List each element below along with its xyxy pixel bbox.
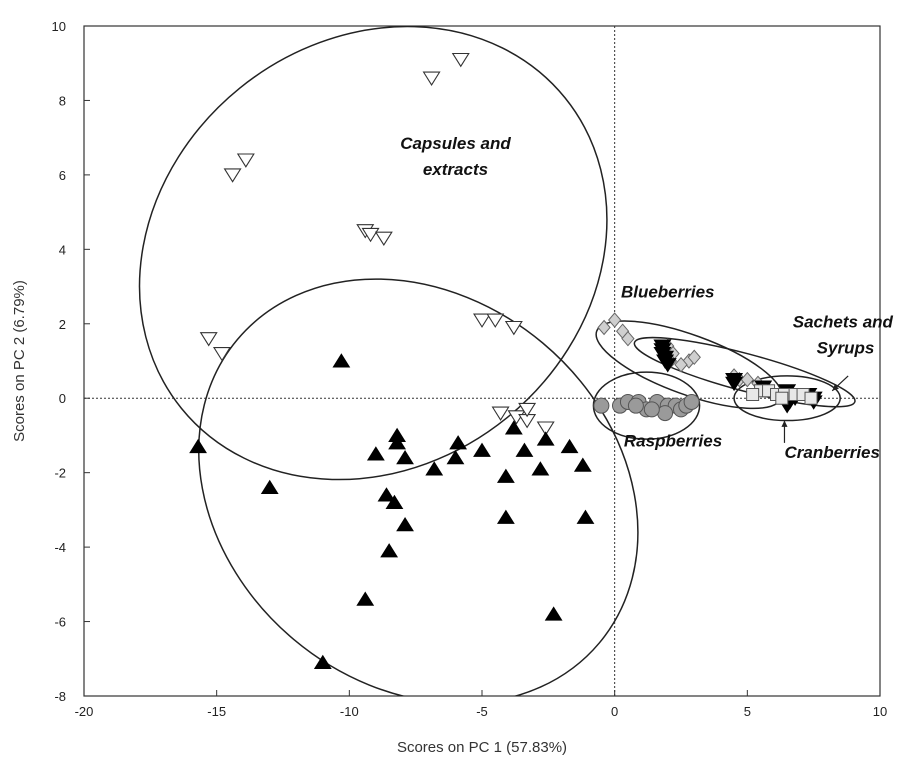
x-tick-label: -15: [207, 704, 226, 719]
point-capsules-and-extracts: [374, 231, 393, 247]
y-axis-label: Scores on PC 2 (6.79%): [11, 280, 28, 442]
point-raspberries: [657, 405, 674, 422]
point-grapes: [377, 487, 396, 502]
point-grapes: [385, 494, 404, 509]
data-points: [189, 52, 823, 669]
point-grapes: [531, 461, 550, 476]
annotation-arrow-head: [781, 420, 788, 427]
point-grapes: [356, 591, 375, 606]
y-tick-label: -6: [54, 615, 66, 630]
point-capsules-and-extracts: [361, 227, 380, 243]
x-tick-label: 5: [744, 704, 751, 719]
point-grapes: [396, 450, 414, 465]
x-tick-label: 0: [611, 704, 618, 719]
group-labels: Capsules and extracts Blueberries Raspberri…: [400, 134, 893, 462]
point-grapes: [332, 353, 351, 368]
point-raspberries: [683, 393, 700, 410]
point-grapes: [576, 509, 595, 524]
y-tick-label: 2: [59, 317, 66, 332]
x-tick-label: -20: [75, 704, 94, 719]
group-label-text: Raspberries: [624, 432, 722, 451]
point-cranberries: [725, 376, 744, 392]
group-label-text: Cranberries: [785, 443, 880, 462]
ellipse-cranberries: [633, 336, 856, 408]
y-tick-label: -2: [54, 466, 66, 481]
group-label-text: extracts: [423, 160, 488, 179]
point-capsules-and-extracts: [212, 347, 231, 362]
point-grapes: [496, 509, 515, 524]
annotation-arrow-head: [832, 384, 839, 391]
point-sachets-and-syrups: [804, 391, 818, 405]
ellipse-grapes: [198, 278, 639, 696]
point-capsules-and-extracts: [451, 52, 470, 68]
point-grapes: [560, 438, 579, 454]
point-capsules-and-extracts: [536, 421, 555, 436]
x-tick-label: -5: [476, 704, 488, 719]
point-capsules-and-extracts: [236, 153, 255, 168]
point-capsules-and-extracts: [199, 332, 218, 347]
x-tick-label: 10: [873, 704, 887, 719]
group-label-text: Capsules and: [400, 134, 511, 153]
point-grapes: [573, 457, 592, 472]
reference-lines: [84, 26, 880, 696]
point-raspberries: [593, 397, 610, 414]
point-blueberries: [608, 312, 622, 328]
y-tick-label: 4: [59, 242, 66, 257]
point-capsules-and-extracts: [486, 313, 505, 328]
point-capsules-and-extracts: [504, 320, 523, 336]
point-grapes: [380, 543, 399, 558]
point-capsules-and-extracts: [223, 168, 242, 183]
y-tick-label: 8: [59, 93, 66, 108]
x-tick-label: -10: [340, 704, 359, 719]
point-blueberries: [740, 371, 754, 388]
x-axis-label: Scores on PC 1 (57.83%): [397, 739, 567, 756]
point-blueberries: [597, 319, 611, 336]
point-grapes: [515, 442, 534, 457]
point-sachets-and-syrups: [746, 388, 760, 401]
point-grapes: [544, 606, 563, 621]
plot-frame: [83, 25, 881, 697]
y-tick-label: -8: [54, 689, 66, 704]
group-label-text: Sachets and: [793, 313, 894, 332]
point-capsules-and-extracts: [473, 313, 491, 328]
point-sachets-and-syrups: [775, 391, 789, 405]
y-tick-label: 6: [59, 168, 66, 183]
point-grapes: [388, 435, 406, 450]
point-grapes: [446, 450, 465, 465]
group-label-text: Syrups: [817, 339, 875, 358]
point-grapes: [449, 435, 468, 450]
group-ellipses: [138, 26, 856, 696]
point-blueberries: [687, 349, 701, 366]
point-grapes: [189, 438, 207, 454]
ellipse-sachets-and-syrups: [733, 375, 841, 422]
y-tick-label: 10: [52, 19, 66, 34]
point-grapes: [366, 446, 385, 461]
point-blueberries: [621, 330, 635, 347]
point-grapes: [260, 479, 279, 495]
point-blueberries: [674, 356, 688, 373]
point-capsules-and-extracts: [518, 402, 537, 418]
point-grapes: [536, 431, 555, 446]
point-raspberries: [643, 401, 660, 418]
ellipse-capsules-and-extracts: [138, 26, 608, 481]
point-grapes: [473, 442, 491, 457]
point-capsules-and-extracts: [422, 71, 441, 86]
y-tick-label: 0: [59, 391, 66, 406]
point-grapes: [313, 654, 332, 669]
point-grapes: [504, 420, 523, 435]
point-raspberries: [627, 397, 644, 414]
y-tick-label: -4: [54, 540, 66, 555]
annotation-arrows: [781, 375, 849, 443]
point-grapes: [496, 468, 515, 483]
point-grapes: [425, 461, 444, 476]
point-cranberries: [658, 358, 677, 373]
point-grapes: [396, 517, 414, 532]
point-capsules-and-extracts: [491, 406, 510, 421]
group-label-text: Blueberries: [621, 283, 715, 302]
